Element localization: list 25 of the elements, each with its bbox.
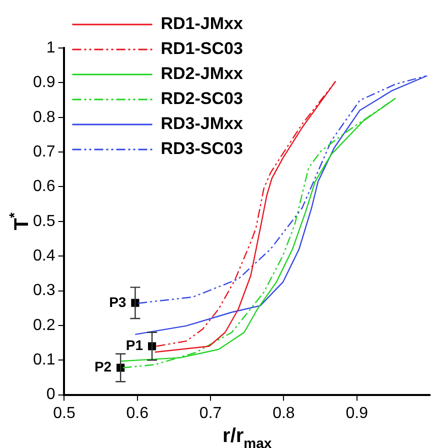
y-tick-label: 0.3 — [32, 282, 56, 300]
legend-label: RD2-SC03 — [160, 89, 243, 108]
y-tick-label: 1 — [46, 39, 56, 56]
data-label: P2 — [94, 358, 112, 375]
y-tick-label: 0 — [46, 386, 56, 404]
y-tick-label: 0.1 — [32, 352, 56, 369]
data-label: P3 — [109, 294, 126, 310]
y-axis-title: T* — [6, 212, 33, 230]
y-tick-label: 0.7 — [32, 143, 56, 160]
x-tick-label: 0.7 — [199, 404, 222, 422]
legend-label: RD1-JMxx — [160, 14, 244, 34]
y-tick-label: 0.4 — [32, 247, 56, 264]
legend-label: RD2-JMxx — [160, 64, 244, 84]
data-label: P1 — [126, 337, 144, 354]
y-tick-label: 0.5 — [32, 212, 56, 230]
legend-label: RD3-JMxx — [160, 114, 244, 134]
y-tick-label: 0.6 — [32, 178, 56, 196]
x-tick-label: 0.8 — [272, 404, 295, 422]
y-tick-label: 0.9 — [32, 74, 56, 92]
x-tick-label: 0.6 — [126, 404, 149, 422]
y-tick-label: 0.2 — [32, 316, 56, 334]
legend-label: RD1-SC03 — [160, 39, 243, 58]
y-tick-label: 0.8 — [32, 108, 56, 126]
legend-label: RD3-SC03 — [160, 139, 243, 158]
x-tick-label: 0.9 — [346, 404, 368, 422]
